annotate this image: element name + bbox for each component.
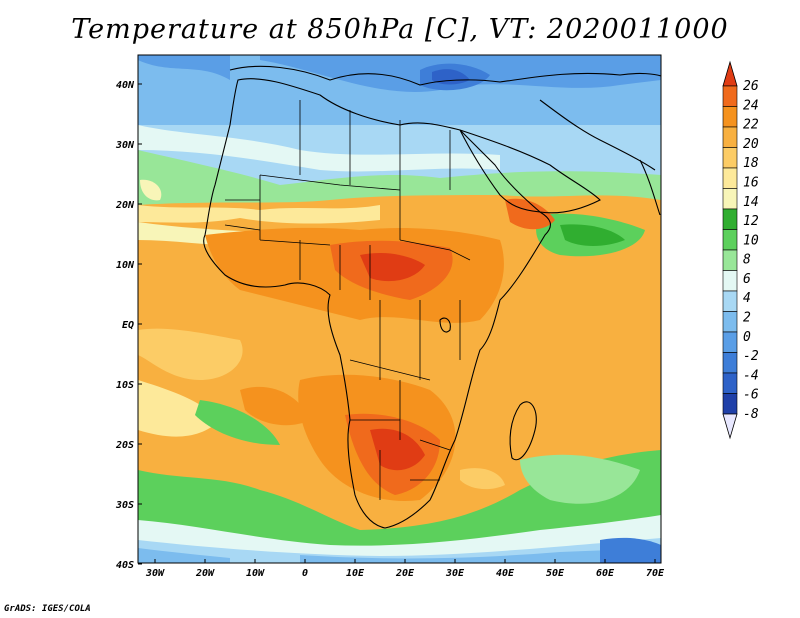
colorbar-label: 12 bbox=[743, 214, 759, 229]
y-tick-label: 40S bbox=[116, 560, 134, 571]
colorbar-swatch bbox=[722, 85, 738, 107]
colorbar-label: 4 bbox=[743, 291, 751, 306]
y-tick-label: 20S bbox=[115, 440, 134, 451]
colorbar-swatch bbox=[722, 393, 738, 415]
colorbar-bottom-arrow bbox=[722, 413, 738, 440]
coastlines bbox=[203, 65, 661, 529]
x-tick-label: 60E bbox=[596, 568, 615, 579]
colorbar-swatch bbox=[722, 188, 738, 210]
x-tick-label: 30W bbox=[145, 568, 165, 579]
x-tick-label: 10E bbox=[346, 568, 365, 579]
colorbar-swatch bbox=[722, 208, 738, 230]
credit-text: GrADS: IGES/COLA bbox=[4, 604, 91, 614]
y-tick-label: 10N bbox=[116, 260, 135, 271]
colorbar-label: 18 bbox=[743, 156, 759, 171]
colorbar-label: -2 bbox=[743, 349, 759, 364]
colorbar-label: 10 bbox=[743, 233, 759, 248]
colorbar-label: 0 bbox=[743, 330, 751, 345]
colorbar-swatch bbox=[722, 270, 738, 292]
y-tick-label: 20N bbox=[115, 200, 135, 211]
y-tick-label: 30N bbox=[115, 140, 135, 151]
colorbar-swatch bbox=[722, 126, 738, 148]
colorbar-swatch bbox=[722, 311, 738, 333]
axis-ticks: 30W 20W 10W 0 10E 20E 30E 40E 50E 60E 70E 40N 30N 20N… bbox=[115, 80, 665, 579]
x-tick-label: 0 bbox=[302, 568, 308, 579]
colorbar-swatch bbox=[722, 372, 738, 394]
colorbar-label: 24 bbox=[743, 98, 759, 113]
colorbar-swatch bbox=[722, 290, 738, 312]
colorbar-label: 22 bbox=[743, 118, 759, 133]
colorbar-swatch bbox=[722, 147, 738, 169]
colorbar-swatch bbox=[722, 229, 738, 251]
x-tick-label: 20W bbox=[195, 568, 215, 579]
colorbar-label: 20 bbox=[743, 137, 759, 152]
colorbar-label: 16 bbox=[743, 175, 759, 190]
x-tick-label: 40E bbox=[496, 568, 515, 579]
x-tick-label: 20E bbox=[395, 568, 415, 579]
colorbar-swatch bbox=[722, 106, 738, 128]
colorbar-label: 14 bbox=[743, 195, 759, 210]
y-tick-label: 40N bbox=[116, 80, 135, 91]
x-tick-label: 10W bbox=[246, 568, 265, 579]
colorbar-top-arrow bbox=[722, 60, 738, 87]
y-tick-label: EQ bbox=[122, 320, 134, 331]
colorbar-swatch bbox=[722, 167, 738, 189]
x-tick-label: 50E bbox=[546, 568, 565, 579]
map-title: Temperature at 850hPa [C], VT: 202001100… bbox=[71, 14, 729, 45]
x-tick-label: 70E bbox=[646, 568, 665, 579]
colorbar-label: 2 bbox=[743, 311, 751, 326]
y-tick-label: 30S bbox=[115, 500, 134, 511]
colorbar-label: -4 bbox=[743, 368, 759, 383]
x-tick-label: 30E bbox=[445, 568, 465, 579]
y-tick-label: 10S bbox=[116, 380, 134, 391]
colorbar-swatch bbox=[722, 331, 738, 353]
colorbar-label: 6 bbox=[743, 272, 751, 287]
colorbar-swatch bbox=[722, 249, 738, 271]
colorbar-swatch bbox=[722, 352, 738, 374]
colorbar-label: -8 bbox=[743, 407, 759, 422]
colorbar-label: -6 bbox=[743, 388, 759, 403]
colorbar-label: 26 bbox=[743, 79, 759, 94]
country-borders bbox=[224, 100, 471, 500]
temperature-field bbox=[138, 55, 661, 563]
colorbar-label: 8 bbox=[743, 253, 751, 268]
map-frame bbox=[137, 54, 662, 564]
